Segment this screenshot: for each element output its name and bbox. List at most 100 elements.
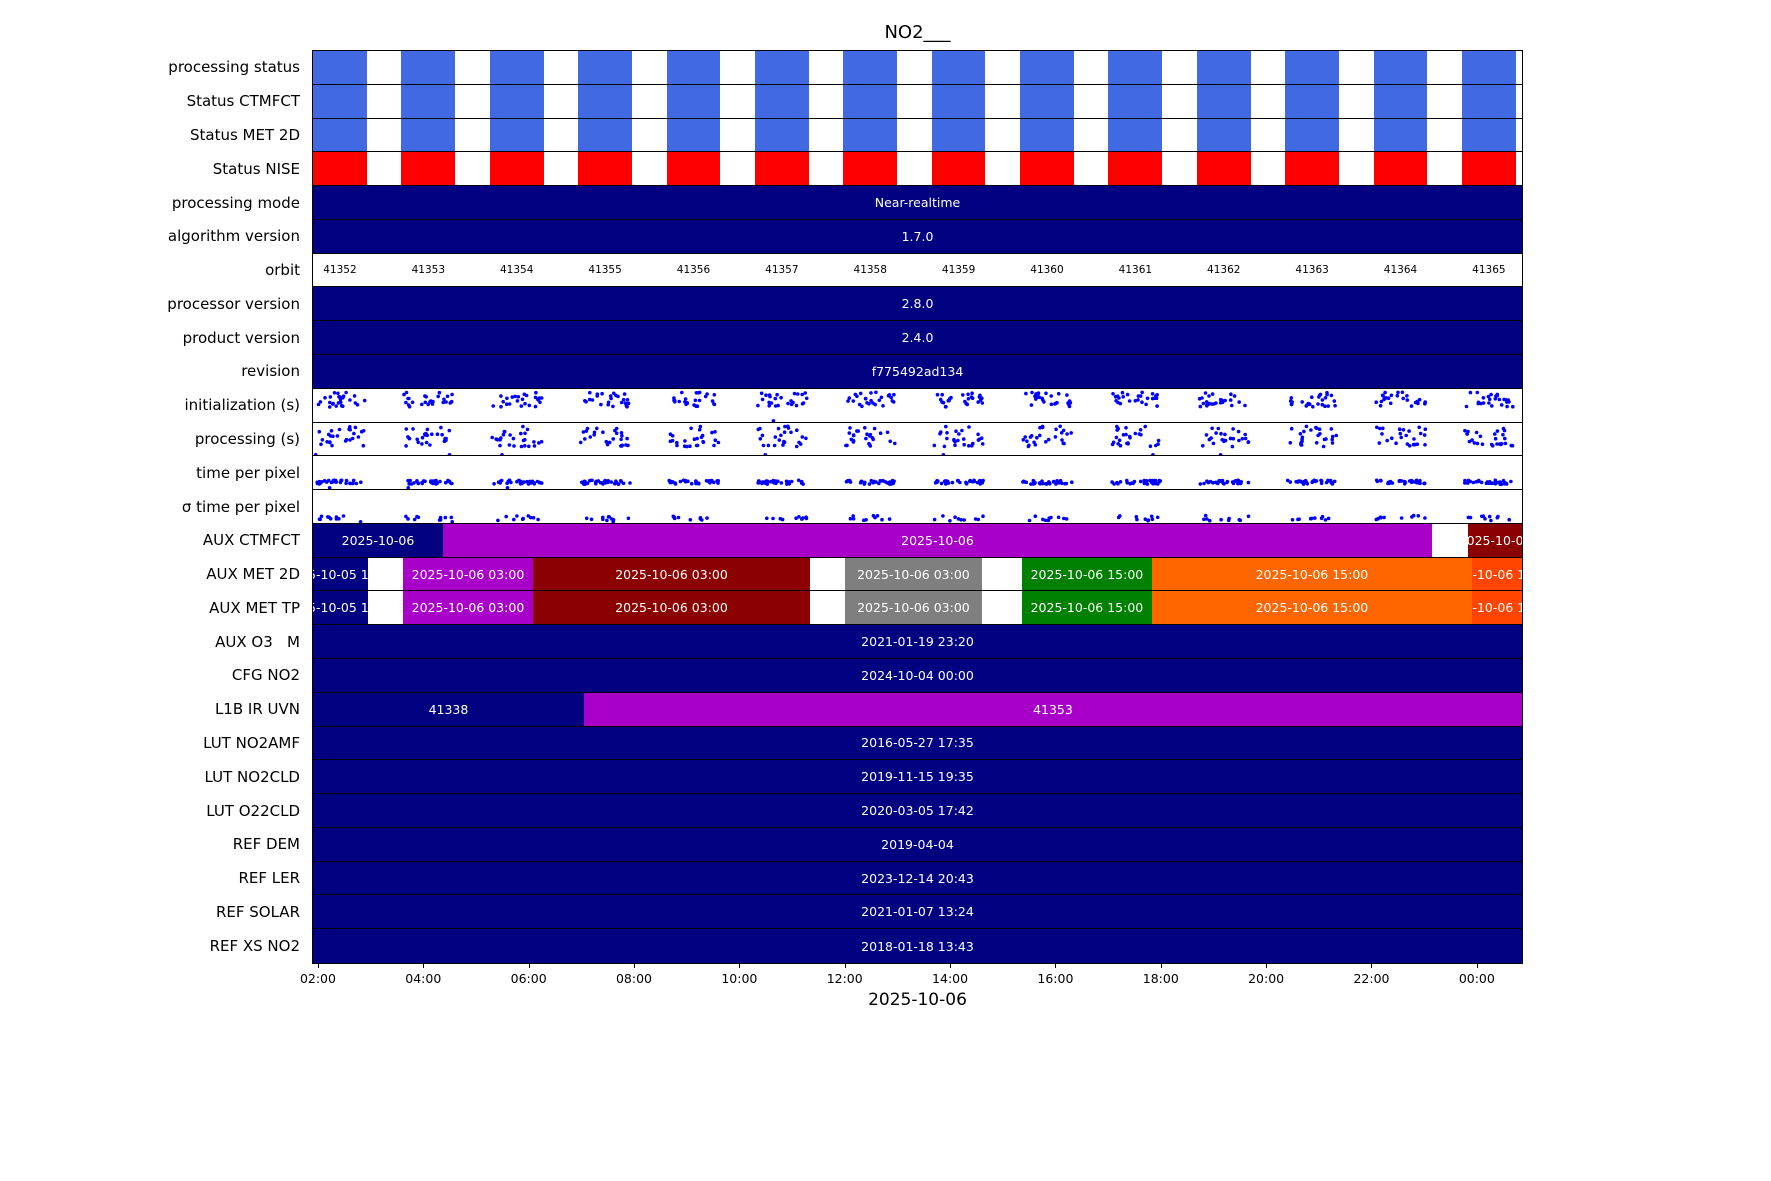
scatter-dot: [600, 391, 604, 396]
scatter-dot: [607, 440, 612, 444]
scatter-dot: [589, 517, 594, 522]
row-label-status-ctmfct: Status CTMFCT: [186, 92, 300, 111]
scatter-dot: [874, 390, 878, 394]
bar-segment: 2025-10-06 15:00: [1151, 591, 1472, 625]
scatter-dot: [443, 515, 448, 520]
scatter-dot: [976, 432, 980, 436]
scatter-dot: [677, 399, 681, 404]
scatter-dot: [353, 400, 358, 405]
scatter-dot: [340, 404, 345, 408]
scatter-dot: [438, 480, 442, 484]
scatter-dot: [773, 434, 778, 439]
scatter-dot: [325, 439, 329, 444]
row-value: 2020-03-05 17:42: [861, 802, 974, 818]
scatter-dot: [1118, 480, 1123, 484]
scatter-dot: [1415, 399, 1420, 403]
scatter-dot: [537, 440, 541, 445]
orbit-number: 41359: [941, 264, 976, 277]
scatter-dot: [1509, 480, 1513, 484]
scatter-dot: [1412, 436, 1416, 441]
scatter-dot: [1058, 479, 1063, 483]
scatter-dot: [853, 392, 858, 396]
bar-segment: 2025-10-06 15:00: [1021, 557, 1152, 591]
scatter-dot: [515, 398, 520, 403]
scatter-dot: [336, 400, 341, 405]
scatter-dot: [1149, 514, 1154, 519]
segment-label: 2025-10-06 03:00: [615, 600, 728, 616]
x-tick-mark: [844, 963, 846, 968]
bar-segment: [810, 591, 845, 625]
bar-segment: 2025-10-06 03:00: [402, 557, 534, 591]
row-value: f775492ad134: [871, 363, 964, 379]
scatter-dot: [328, 394, 333, 399]
row-aux-met-2d: 2025-10-05 15:00 2025-10-06 03:00 2025-10-…: [313, 557, 1522, 592]
scatter-dot: [966, 396, 971, 401]
scatter-dot: [1230, 480, 1235, 485]
scatter-dot: [1230, 403, 1234, 408]
scatter-dot: [943, 404, 948, 409]
scatter-dot: [581, 429, 586, 434]
scatter-dot: [590, 397, 595, 402]
scatter-dot: [767, 392, 772, 397]
row-status-nise: [313, 152, 1522, 187]
scatter-dot: [327, 404, 332, 409]
bar-segment: 2025-10-05 15:00: [313, 591, 368, 625]
row-cfg-no2: 2024-10-04 00:00: [313, 659, 1522, 693]
scatter-dot: [789, 430, 793, 434]
scatter-dot: [1380, 393, 1385, 397]
scatter-dot: [1231, 436, 1236, 441]
scatter-dot: [1228, 398, 1233, 402]
status-block: [313, 51, 367, 84]
scatter-dot: [952, 437, 956, 442]
row-value: 2.4.0: [901, 330, 934, 346]
scatter-dot: [1155, 404, 1159, 408]
scatter-dot: [625, 397, 630, 402]
scatter-dot: [1374, 478, 1379, 483]
scatter-dot: [1040, 479, 1044, 484]
scatter-dot: [1116, 441, 1120, 446]
segment-label: 2025-10-05 15:00: [313, 566, 368, 582]
row-label-initialization-s: initialization (s): [184, 396, 300, 415]
scatter-dot: [1378, 478, 1383, 483]
scatter-dot: [1375, 425, 1379, 429]
scatter-dot: [689, 482, 694, 486]
x-tick-mark: [634, 963, 635, 968]
scatter-dot: [956, 438, 960, 442]
scatter-dot: [1115, 427, 1119, 432]
scatter-dot: [1030, 390, 1034, 395]
scatter-dot: [688, 518, 693, 522]
scatter-dot: [445, 394, 450, 398]
scatter-dot: [932, 443, 937, 447]
status-block: [578, 51, 632, 84]
x-tick-mark: [950, 963, 952, 968]
status-block: [1461, 51, 1516, 84]
scatter-dot: [350, 436, 355, 440]
status-block: [843, 84, 898, 118]
scatter-dot: [505, 481, 509, 486]
scatter-dot: [420, 435, 425, 440]
scatter-dot: [771, 418, 776, 422]
x-tick-mark: [528, 963, 530, 968]
scatter-dot: [1230, 444, 1235, 448]
scatter-dot: [440, 432, 444, 437]
scatter-dot: [869, 398, 873, 403]
scatter-dot: [1476, 400, 1481, 404]
row-ref-solar: 2021-01-07 13:24: [313, 895, 1522, 930]
row-status-ctmfct: [313, 84, 1522, 119]
x-tick-label: 16:00: [1037, 971, 1074, 986]
scatter-dot: [941, 452, 946, 456]
scatter-dot: [334, 404, 338, 408]
scatter-dot: [941, 514, 945, 518]
scatter-dot: [1403, 481, 1408, 485]
row-value: 2019-11-15 19:35: [861, 769, 974, 785]
scatter-dot: [351, 481, 355, 486]
scatter-dot: [1133, 398, 1138, 403]
row-aux-o3-m: 2021-01-19 23:20: [313, 625, 1522, 659]
scatter-dot: [1156, 438, 1161, 442]
row-processing-s: [313, 423, 1522, 457]
scatter-dot: [336, 391, 340, 395]
scatter-dot: [772, 443, 777, 447]
row-label-l1b-ir-uvn: L1B IR UVN: [214, 700, 300, 719]
scatter-dot: [330, 443, 334, 447]
